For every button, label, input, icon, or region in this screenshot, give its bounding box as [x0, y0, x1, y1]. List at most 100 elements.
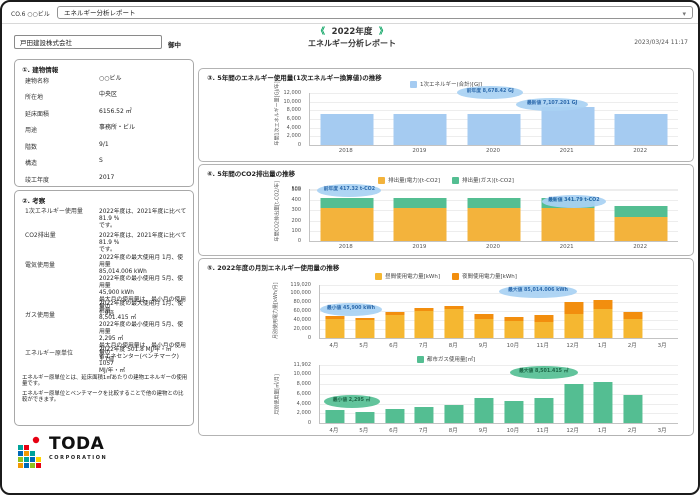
- bar: [474, 318, 494, 338]
- bar: [320, 114, 374, 145]
- y-tick-label: 0: [297, 142, 301, 148]
- gridline: [320, 329, 678, 331]
- chart-title: ④. 5年間のCO2排出量の推移: [207, 170, 296, 178]
- y-tick-label: 400: [291, 197, 301, 204]
- logo-subtitle: CORPORATION: [49, 455, 108, 461]
- bar: [614, 114, 668, 145]
- legend-label: 排出量(ガス)[t-CO2]: [462, 178, 514, 184]
- consideration-label: ガス使用量: [25, 312, 56, 319]
- bar: [474, 397, 494, 423]
- year-navigation: 《 2022年度 》: [2, 25, 698, 37]
- y-tick-label: 300: [291, 207, 301, 214]
- y-tick-label: 6,000: [286, 116, 301, 122]
- bar: [393, 208, 447, 241]
- bar: [564, 302, 584, 314]
- y-tick-label: 0: [307, 420, 311, 426]
- bar: [393, 114, 447, 145]
- bar: [534, 398, 554, 423]
- y-tick-label: 0: [297, 238, 301, 244]
- gridline: [310, 189, 678, 191]
- x-tick-label: 12月: [566, 343, 579, 349]
- footnote: エネルギー原単位とベンチマークを比較することで他の建物との比較ができます。: [22, 391, 184, 404]
- gridline: [320, 320, 678, 322]
- bar: [534, 314, 554, 322]
- report-select-value: エネルギー分析レポート: [64, 9, 136, 17]
- footnote: エネルギー原単位とは、延床面積1㎡あたりの建物エネルギーの使用量です。: [22, 375, 188, 388]
- info-value: 中央区: [99, 91, 118, 98]
- bar: [355, 317, 375, 321]
- company-input[interactable]: [14, 35, 162, 49]
- x-tick-label: 1月: [597, 343, 607, 349]
- x-tick-label: 7月: [418, 343, 428, 349]
- y-tick-label: 100,000: [290, 290, 311, 297]
- chart-legend: 都市ガス使用量[㎥]: [199, 355, 693, 363]
- bar: [414, 307, 434, 311]
- legend-swatch: [378, 176, 386, 184]
- x-tick-label: 11月: [536, 343, 550, 349]
- bar: [534, 321, 554, 338]
- bar: [541, 107, 595, 145]
- page-title: エネルギー分析レポート: [308, 39, 396, 48]
- gridline: [320, 393, 678, 395]
- data-callout: 最小値 2,295 ㎥: [323, 395, 380, 408]
- data-callout: 前年度 417.32 t-CO2: [317, 184, 382, 197]
- toda-logo-icon: [18, 436, 41, 468]
- next-year-button[interactable]: 》: [379, 27, 388, 37]
- y-axis-ticks: 12,000 10,000 8,000 6,000 4,000 2,000 0: [269, 90, 305, 148]
- x-tick-label: 4月: [329, 343, 339, 349]
- bar: [593, 309, 613, 338]
- chart-plot: 前年度 417.32 t-CO2 最新値 341.79 t-CO2: [309, 184, 678, 242]
- data-callout: 最大値 8,501.415 ㎥: [509, 366, 578, 379]
- legend-label: 排出量(電力)[t-CO2]: [388, 178, 440, 184]
- y-tick-label: 60,000: [293, 308, 312, 315]
- bar: [541, 208, 595, 241]
- bar: [355, 320, 375, 338]
- y-tick-label: 6,000: [296, 390, 311, 397]
- bar: [467, 198, 521, 209]
- info-label: 構造: [25, 160, 38, 167]
- bar: [564, 384, 584, 423]
- section-title: ②. 考察: [22, 197, 46, 205]
- x-tick-label: 6月: [389, 343, 399, 349]
- legend-item: 都市ガス使用量[㎥]: [416, 355, 475, 363]
- monthly-usage-panel: ⑤. 2022年度の月別エネルギー使用量の推移 昼間使用電力量[kWh] 夜間使用…: [198, 258, 694, 436]
- x-axis-labels: 2018 2019 2020 2021 2022: [309, 148, 677, 156]
- legend-swatch: [410, 80, 418, 88]
- x-tick-label: 2021: [559, 244, 574, 250]
- company-suffix-label: 御中: [168, 41, 181, 49]
- consideration-value: 2022年度は、2021年度に比べて 81.9 % です。: [99, 233, 187, 253]
- info-value: ○○ビル: [99, 75, 122, 82]
- y-tick-label: 4,000: [286, 124, 301, 131]
- consideration-value: 2022年度は、2021年度に比べて 81.9 % です。: [99, 209, 187, 229]
- x-tick-label: 2月: [627, 428, 637, 434]
- prev-year-button[interactable]: 《: [316, 27, 325, 37]
- bar: [467, 208, 521, 241]
- chart-legend: 排出量(電力)[t-CO2] 排出量(ガス)[t-CO2]: [199, 176, 693, 184]
- y-tick-label: 10,000: [293, 371, 312, 378]
- section-title: ①. 建物情報: [22, 66, 59, 74]
- bar: [593, 300, 613, 310]
- gridline: [320, 403, 678, 405]
- x-tick-label: 3月: [657, 428, 667, 434]
- chevron-down-icon: ▾: [682, 10, 686, 18]
- gridline: [320, 384, 678, 385]
- x-tick-label: 2019: [412, 244, 427, 250]
- data-callout: 最小値 45,900 kWh: [320, 303, 382, 316]
- x-tick-label: 4月: [329, 428, 339, 434]
- legend-label: 1次エネルギー(合計)[GJ]: [420, 82, 482, 88]
- x-tick-label: 1月: [597, 428, 607, 434]
- report-type-select[interactable]: エネルギー分析レポート ▾: [57, 6, 693, 19]
- x-tick-label: 2月: [627, 343, 637, 349]
- bar: [444, 405, 464, 423]
- x-tick-label: 3月: [657, 343, 667, 349]
- x-tick-label: 10月: [506, 428, 520, 434]
- x-tick-label: 5月: [359, 343, 369, 349]
- x-tick-label: 2018: [338, 148, 353, 154]
- legend-swatch: [452, 176, 459, 184]
- data-callout: 前年度 8,678.42 GJ: [457, 86, 524, 99]
- data-callout: 最新値 7,107.201 GJ: [516, 98, 589, 111]
- energy-5yr-chart: ③. 5年間のエネルギー使用量(1次エネルギー換算値)の推移 1次エネルギー(合…: [198, 68, 694, 162]
- x-tick-label: 5月: [359, 428, 369, 434]
- legend-swatch: [416, 355, 424, 363]
- bar: [325, 315, 345, 319]
